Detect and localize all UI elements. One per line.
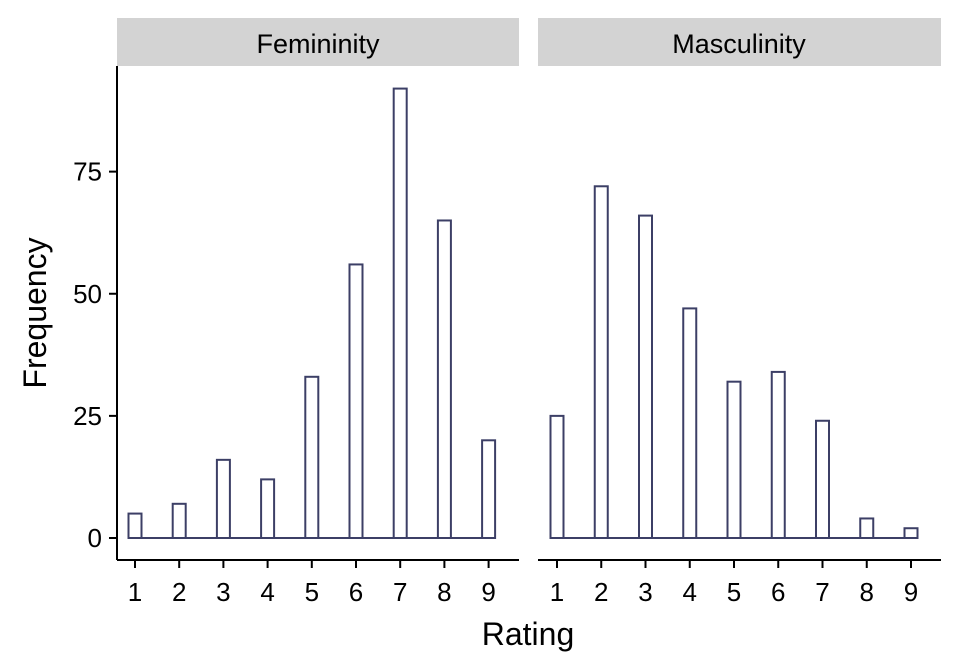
x-tick-label: 2 xyxy=(594,577,608,607)
bar-femininity-1 xyxy=(127,512,143,540)
x-tick-label: 4 xyxy=(683,577,697,607)
x-tick-label: 9 xyxy=(904,577,918,607)
bar-masculinity-1 xyxy=(549,414,565,539)
bar-masculinity-3 xyxy=(638,214,653,539)
x-tick-label: 8 xyxy=(860,577,874,607)
x-tick-label: 1 xyxy=(550,577,564,607)
y-tick-label: 0 xyxy=(88,523,102,553)
bar-femininity-9 xyxy=(481,439,497,539)
bar-masculinity-5 xyxy=(726,380,742,539)
y-tick-label: 50 xyxy=(73,279,102,309)
x-tick-label: 2 xyxy=(172,577,186,607)
x-tick-label: 3 xyxy=(638,577,652,607)
x-tick-label: 8 xyxy=(437,577,451,607)
bar-femininity-7 xyxy=(392,87,408,540)
x-tick-label: 7 xyxy=(393,577,407,607)
x-tick-label: 4 xyxy=(260,577,274,607)
x-tick-label: 1 xyxy=(128,577,142,607)
bar-masculinity-2 xyxy=(593,185,609,539)
x-tick-label: 5 xyxy=(305,577,319,607)
x-axis-title: Rating xyxy=(482,616,575,652)
panel-strip-masculinity xyxy=(538,18,941,66)
bar-femininity-4 xyxy=(260,478,276,540)
bar-femininity-8 xyxy=(436,219,452,539)
bar-femininity-5 xyxy=(304,375,320,540)
x-tick-label: 6 xyxy=(349,577,363,607)
bars-masculinity xyxy=(549,185,919,540)
x-tick-label: 3 xyxy=(216,577,230,607)
x-tick-label: 9 xyxy=(481,577,495,607)
y-tick-label: 75 xyxy=(73,157,102,187)
x-tick-label: 5 xyxy=(727,577,741,607)
bar-masculinity-8 xyxy=(859,517,875,540)
bar-masculinity-4 xyxy=(682,307,698,539)
y-axis-title: Frequency xyxy=(17,237,53,388)
bar-masculinity-6 xyxy=(770,370,786,539)
bar-masculinity-7 xyxy=(815,419,830,540)
bar-femininity-6 xyxy=(348,263,364,539)
x-tick-label: 7 xyxy=(815,577,829,607)
y-tick-label: 25 xyxy=(73,401,102,431)
x-tick-label: 6 xyxy=(771,577,785,607)
panel-title-femininity: Femininity xyxy=(256,29,380,59)
panel-strip-femininity xyxy=(117,18,519,66)
bar-femininity-3 xyxy=(215,458,231,539)
panel-title-masculinity: Masculinity xyxy=(672,29,806,59)
y-ticks: 0 25 50 75 xyxy=(73,157,117,553)
bar-masculinity-9 xyxy=(903,527,919,539)
bars-femininity xyxy=(127,87,497,540)
bar-femininity-2 xyxy=(171,502,187,539)
